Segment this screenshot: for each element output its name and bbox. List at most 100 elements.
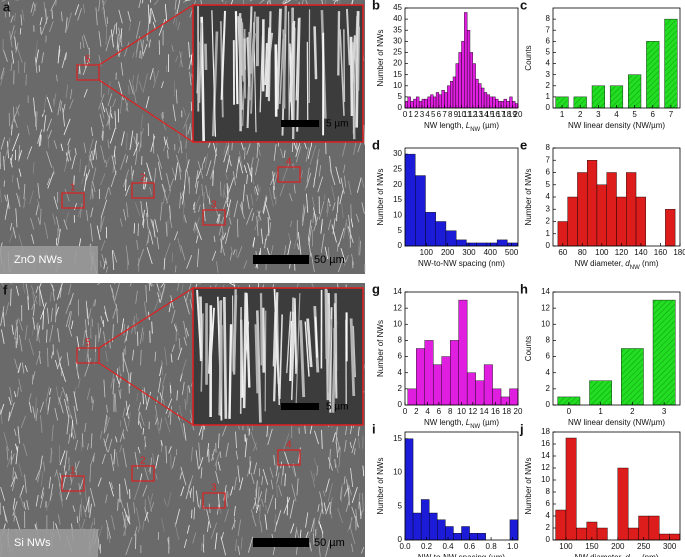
nanowire-texture xyxy=(350,218,354,228)
nanowire-texture xyxy=(244,438,248,458)
nanowire-texture xyxy=(133,223,136,234)
nanowire-texture xyxy=(329,155,332,173)
nanowire-texture xyxy=(6,137,11,154)
nanowire-texture xyxy=(193,204,196,213)
nanowire-texture xyxy=(255,491,263,510)
nanowire-texture xyxy=(342,219,348,239)
nanowire-texture xyxy=(309,542,312,552)
nanowire-texture xyxy=(208,190,211,199)
nanowire-texture xyxy=(3,156,5,171)
y-tick-label: 40 xyxy=(393,14,402,23)
nanowire-texture xyxy=(15,319,18,332)
nanowire-texture xyxy=(185,159,190,172)
nanowire-texture xyxy=(135,74,139,92)
scale-label: 50 µm xyxy=(314,537,345,549)
nanowire-texture xyxy=(177,238,182,253)
nanowire-texture xyxy=(222,184,225,199)
nanowire-texture xyxy=(5,302,10,316)
x-tick-label: 500 xyxy=(505,248,519,257)
nanowire-texture xyxy=(62,471,67,490)
nanowire-texture xyxy=(20,14,23,26)
inset-nanowire xyxy=(313,26,318,80)
nanowire-texture xyxy=(120,499,124,509)
bar-hatch xyxy=(653,300,676,405)
inset-nanowire xyxy=(349,318,356,397)
nanowire-texture xyxy=(19,27,22,35)
nanowire-texture xyxy=(15,286,19,296)
nanowire-texture xyxy=(210,522,218,539)
nanowire-texture xyxy=(105,415,108,425)
nanowire-texture xyxy=(93,455,95,463)
nanowire-texture xyxy=(182,381,185,395)
bar xyxy=(416,96,420,109)
nanowire-texture xyxy=(227,186,230,200)
nanowire-texture xyxy=(210,162,216,180)
nanowire-texture xyxy=(128,22,132,32)
nanowire-texture xyxy=(139,140,142,152)
nanowire-texture xyxy=(0,67,5,80)
nanowire-texture xyxy=(162,183,166,193)
nanowire-texture xyxy=(146,162,152,181)
nanowire-texture xyxy=(338,446,340,453)
caption-box xyxy=(0,529,98,557)
bar xyxy=(567,196,578,247)
y-tick-label: 0 xyxy=(398,400,403,409)
nanowire-texture xyxy=(165,65,168,73)
nanowire-texture xyxy=(49,324,54,342)
nanowire-texture xyxy=(86,388,91,400)
nanowire-texture xyxy=(157,161,163,181)
nanowire-texture xyxy=(175,154,182,173)
nanowire-texture xyxy=(153,70,156,84)
nanowire-texture xyxy=(110,372,115,389)
x-tick-label: 0 xyxy=(567,407,572,416)
x-tick-label: 17 xyxy=(497,110,506,119)
nanowire-texture xyxy=(282,162,290,182)
y-tick-label: 10 xyxy=(393,81,402,90)
nanowire-texture xyxy=(62,104,66,113)
nanowire-texture xyxy=(217,493,221,510)
nanowire-texture xyxy=(355,509,358,527)
nanowire-texture xyxy=(125,132,128,151)
nanowire-texture xyxy=(176,412,181,421)
nanowire-texture xyxy=(318,520,322,529)
y-tick-label: 35 xyxy=(393,25,402,34)
nanowire-texture xyxy=(110,482,114,490)
nanowire-texture xyxy=(138,0,142,8)
x-tick-label: 0 xyxy=(403,407,408,416)
nanowire-texture xyxy=(10,450,13,465)
nanowire-texture xyxy=(125,400,129,419)
nanowire-texture xyxy=(220,536,227,556)
x-tick-label: 2 xyxy=(414,110,419,119)
nanowire-texture xyxy=(44,222,49,240)
y-tick-label: 8 xyxy=(546,14,551,23)
nanowire-texture xyxy=(235,163,239,179)
nanowire-texture xyxy=(11,324,14,335)
nanowire-texture xyxy=(227,142,230,156)
nanowire-texture xyxy=(334,0,339,3)
nanowire-texture xyxy=(254,186,259,196)
nanowire-texture xyxy=(179,51,183,68)
y-axis-label: Counts xyxy=(524,336,533,361)
nanowire-texture xyxy=(128,85,130,95)
nanowire-texture xyxy=(1,0,6,3)
nanowire-texture xyxy=(38,134,42,147)
x-tick-label: 140 xyxy=(634,248,648,257)
nanowire-texture xyxy=(320,233,325,253)
bar xyxy=(461,41,465,109)
bar-hatch xyxy=(621,348,644,405)
nanowire-texture xyxy=(308,219,312,239)
nanowire-texture xyxy=(345,426,348,436)
nanowire-texture xyxy=(46,96,53,113)
nanowire-texture xyxy=(297,243,299,250)
bar xyxy=(466,372,476,406)
chart: i 0 5 10 15 0.0 0.2 0.4 0.6 0.8 1.0NW-to-NW spacin… xyxy=(372,421,519,557)
nanowire-texture xyxy=(175,265,177,273)
nanowire-texture xyxy=(110,170,117,188)
nanowire-texture xyxy=(18,195,21,207)
nanowire-texture xyxy=(179,472,183,480)
nanowire-texture xyxy=(256,140,261,156)
nanowire-texture xyxy=(48,129,52,139)
nanowire-texture xyxy=(343,164,346,174)
nanowire-texture xyxy=(131,75,135,84)
nanowire-texture xyxy=(332,202,336,211)
